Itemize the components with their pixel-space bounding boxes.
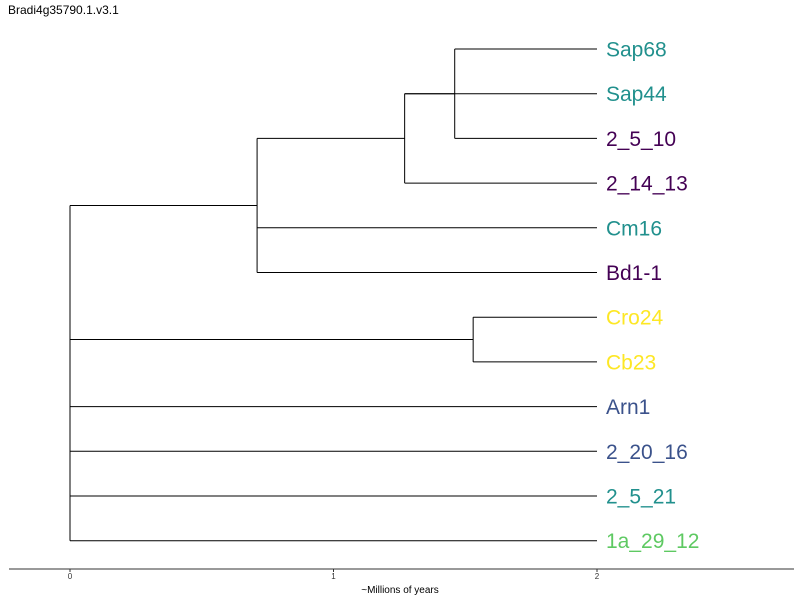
leaf-label: Bd1-1 xyxy=(606,262,662,285)
x-tick-label: 0 xyxy=(68,572,73,581)
leaf-label: Cro24 xyxy=(606,307,664,330)
leaf-label: Cb23 xyxy=(606,351,656,374)
leaf-labels: Sap68 Sap44 2_5_10 2_14_13 Cm16 Bd1-1 Cro24 Cb2… xyxy=(606,39,699,554)
x-tick-label: 2 xyxy=(595,572,600,581)
leaf-label: 2_20_16 xyxy=(606,441,688,464)
leaf-label: 2_14_13 xyxy=(606,173,688,196)
tree-title: Bradi4g35790.1.v3.1 xyxy=(8,3,119,17)
branches xyxy=(69,48,597,542)
leaf-label: Arn1 xyxy=(606,396,650,419)
leaf-label: Sap44 xyxy=(606,83,667,106)
x-tick-label: 1 xyxy=(331,572,336,581)
leaf-label: Sap68 xyxy=(606,39,667,62)
leaf-label: 1a_29_12 xyxy=(606,530,699,553)
x-axis-title: ~Millions of years xyxy=(361,585,439,596)
leaf-label: 2_5_10 xyxy=(606,128,676,151)
leaf-label: Cm16 xyxy=(606,217,662,240)
leaf-label: 2_5_21 xyxy=(606,486,676,509)
x-axis: 0 1 2 xyxy=(9,568,794,581)
